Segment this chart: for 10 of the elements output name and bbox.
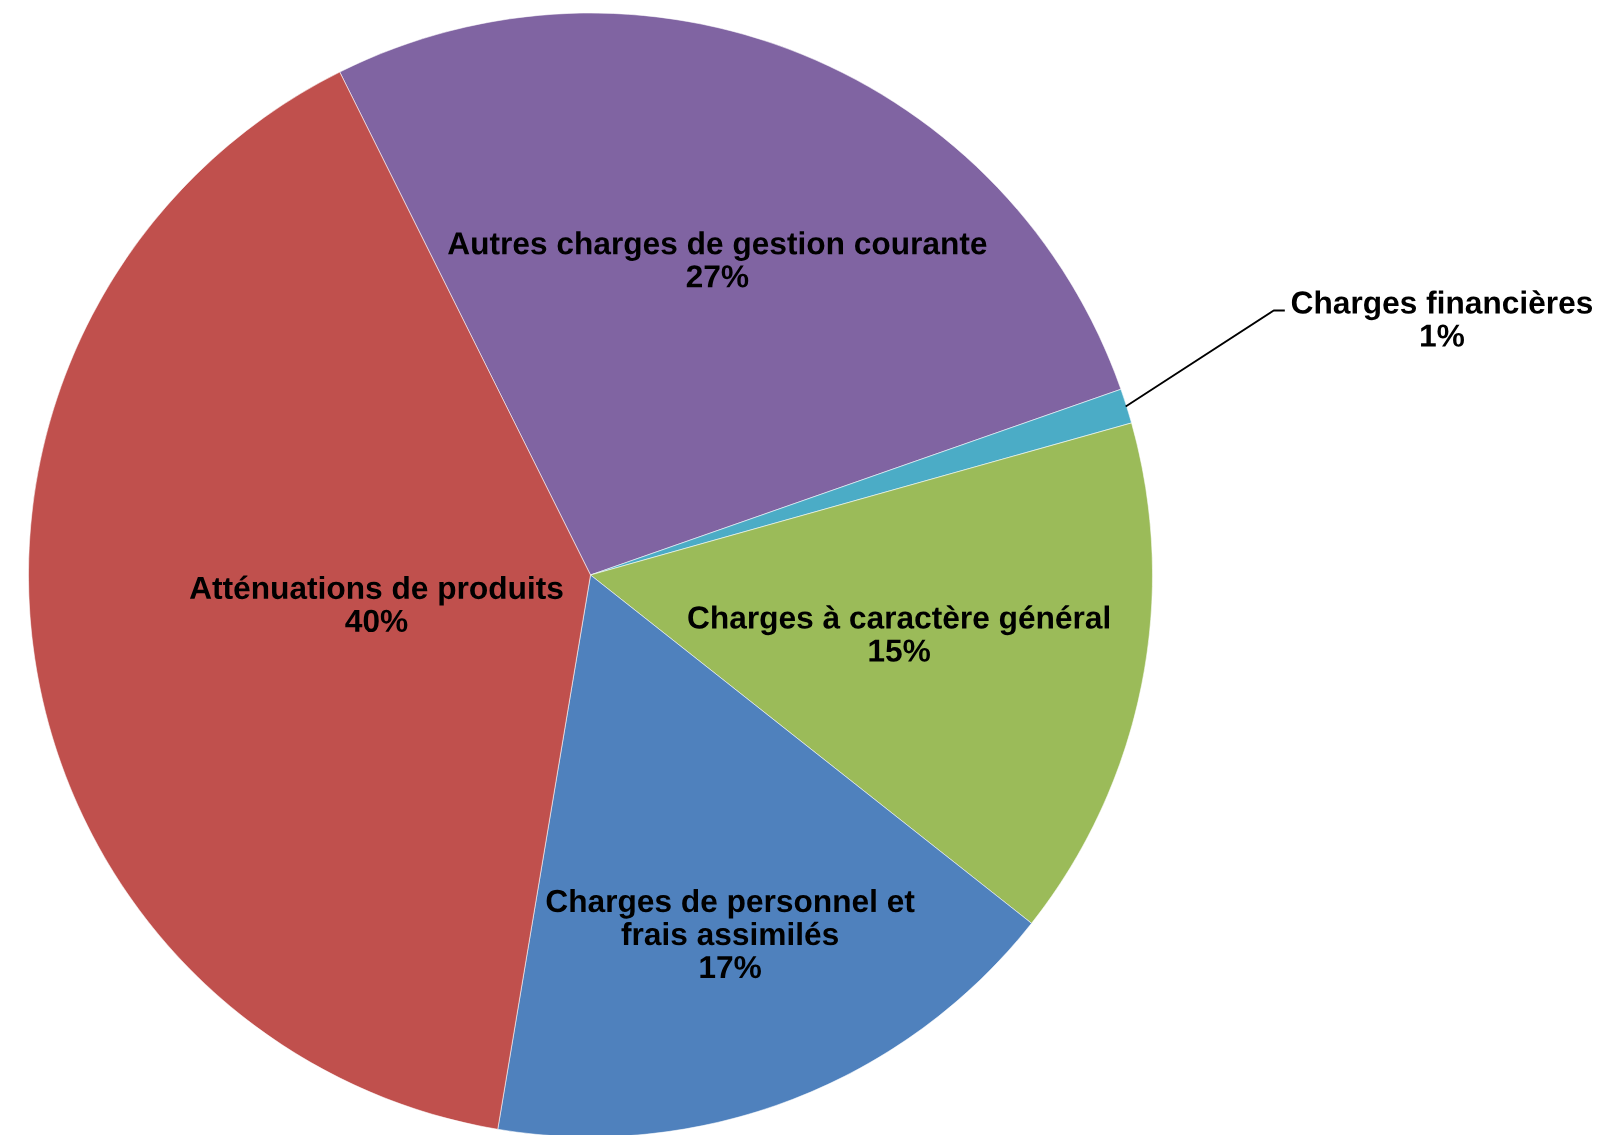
slice-label: Charges à caractère général (688, 605, 1109, 636)
slice-label: Atténuations de produits (189, 575, 563, 606)
data-label: 1% (1421, 324, 1464, 347)
data-label: 15% (869, 639, 930, 662)
data-label: 40% (345, 609, 408, 633)
slice-label: Charges de personnel et frais assimilés (546, 888, 915, 946)
slice-label: Charges financières (1291, 290, 1593, 321)
slice-label: Autres charges de gestion courante (448, 231, 987, 261)
data-label: 17% (700, 955, 761, 979)
data-label: 27% (686, 265, 749, 288)
